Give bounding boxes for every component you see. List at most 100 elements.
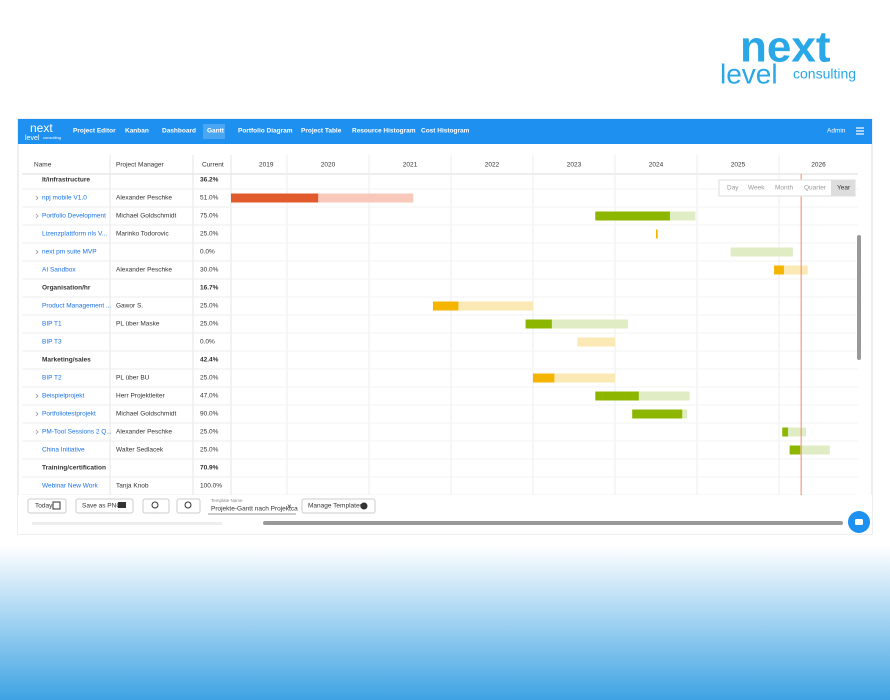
table-scrollbar[interactable] xyxy=(32,522,222,525)
view-button[interactable]: Quarter xyxy=(804,185,827,192)
manage-label: Manage Templates xyxy=(308,503,364,510)
row-name[interactable]: BIP T2 xyxy=(42,375,62,382)
row-name[interactable]: Product Management ... xyxy=(42,303,112,310)
task-progress[interactable] xyxy=(782,427,789,437)
zoom-out-button[interactable] xyxy=(176,498,201,514)
task-progress[interactable] xyxy=(595,211,670,221)
row-name[interactable]: Marketing/sales xyxy=(42,357,91,364)
row-name[interactable]: Lizenzplattform nls V... xyxy=(42,231,107,238)
chat-icon xyxy=(855,519,863,525)
row-name[interactable]: China Initiative xyxy=(42,447,85,454)
zoom-in-button[interactable] xyxy=(142,498,170,514)
year-label: 2024 xyxy=(649,162,664,169)
column-header[interactable]: Current xyxy=(202,162,224,169)
task-bar[interactable] xyxy=(533,373,615,383)
row-name[interactable]: BIP T3 xyxy=(42,339,62,346)
template-value[interactable]: Projekte-Gantt nach Projektca xyxy=(211,506,298,513)
row-name[interactable]: AI Sandbox xyxy=(42,267,76,274)
zoom-out-icon xyxy=(184,501,192,509)
zoom-in-icon xyxy=(151,501,159,509)
task-progress[interactable] xyxy=(525,319,552,329)
view-button[interactable]: Year xyxy=(837,185,851,192)
row-manager: Michael Goldschmidt xyxy=(116,411,177,418)
row-name[interactable]: BIP T1 xyxy=(42,321,62,328)
task-bar[interactable] xyxy=(525,319,629,329)
task-progress[interactable] xyxy=(595,391,639,401)
save-label: Save as PNG xyxy=(82,503,121,510)
nav-logo-next: next xyxy=(30,121,53,135)
task-bar[interactable] xyxy=(595,391,690,401)
row-manager: Gawor S. xyxy=(116,303,143,310)
nav-active xyxy=(203,124,225,139)
menu-icon[interactable] xyxy=(856,127,864,135)
expand-chevron[interactable] xyxy=(35,393,39,399)
today-label: Today xyxy=(35,503,53,510)
nav-item[interactable]: Kanban xyxy=(125,128,149,135)
row-name[interactable]: Portfolio Development xyxy=(42,213,106,220)
view-active xyxy=(831,180,855,196)
task-bar[interactable] xyxy=(730,247,793,257)
row-current: 25.0% xyxy=(200,231,219,238)
nav-item[interactable]: Project Editor xyxy=(73,128,116,135)
expand-chevron[interactable] xyxy=(35,213,39,219)
view-button[interactable]: Week xyxy=(748,185,765,192)
row-current: 0.0% xyxy=(200,339,215,346)
expand-chevron[interactable] xyxy=(35,411,39,417)
task-bar[interactable] xyxy=(577,337,615,347)
row-manager: PL über Maske xyxy=(116,321,160,328)
task-progress[interactable] xyxy=(533,373,555,383)
row-name[interactable]: It/infrastructure xyxy=(42,177,90,184)
expand-chevron[interactable] xyxy=(35,195,39,201)
view-button[interactable]: Day xyxy=(727,185,739,192)
column-header[interactable]: Name xyxy=(34,162,52,169)
row-name[interactable]: npj mobile V1.0 xyxy=(42,195,87,202)
year-label: 2021 xyxy=(403,162,418,169)
task-bar[interactable] xyxy=(432,301,533,311)
row-current: 25.0% xyxy=(200,429,219,436)
nav-item[interactable]: Portfolio Diagram xyxy=(238,128,293,135)
manage-button[interactable] xyxy=(301,498,376,514)
task-bar[interactable] xyxy=(782,427,807,437)
row-name[interactable]: Training/certification xyxy=(42,465,106,472)
expand-chevron[interactable] xyxy=(35,429,39,435)
row-current: 25.0% xyxy=(200,321,219,328)
gantt-scrollbar[interactable] xyxy=(263,521,843,525)
column-header[interactable]: Project Manager xyxy=(116,162,165,169)
nav-item[interactable]: Cost Histogram xyxy=(421,128,470,135)
row-current: 25.0% xyxy=(200,447,219,454)
nav-item[interactable]: Dashboard xyxy=(162,128,196,135)
view-button[interactable]: Month xyxy=(775,185,793,192)
nav-user[interactable]: Admin xyxy=(827,128,846,135)
vertical-scrollbar[interactable] xyxy=(857,235,861,360)
nav-item[interactable]: Project Table xyxy=(301,128,342,135)
template-clear[interactable]: × xyxy=(287,502,292,511)
gear-icon xyxy=(360,502,368,510)
nav-logo-level: level xyxy=(25,135,40,142)
task-progress[interactable] xyxy=(632,409,683,419)
row-name[interactable]: Webinar New Work xyxy=(42,483,98,490)
row-name[interactable]: Portfoliotestprojekt xyxy=(42,411,96,418)
task-bar[interactable] xyxy=(774,265,808,275)
task-progress[interactable] xyxy=(774,265,784,275)
row-name[interactable]: next pm suite MVP xyxy=(42,249,97,256)
expand-chevron[interactable] xyxy=(35,249,39,255)
row-current: 51.0% xyxy=(200,195,219,202)
row-name[interactable]: Organisation/hr xyxy=(42,285,91,292)
task-progress[interactable] xyxy=(432,301,459,311)
table: Name Project Manager Current It/infrastruct… xyxy=(22,155,858,496)
year-label: 2022 xyxy=(485,162,500,169)
task-bar[interactable] xyxy=(789,445,830,455)
task-progress[interactable] xyxy=(231,193,319,203)
template-label: Template Name xyxy=(211,498,243,503)
task-progress[interactable] xyxy=(656,229,658,239)
row-name[interactable]: PM-Tool Sessions 2 Q... xyxy=(42,429,112,436)
task-bar[interactable] xyxy=(231,193,414,203)
nav-item[interactable]: Gantt xyxy=(207,128,225,135)
row-name[interactable]: Beispielprojekt xyxy=(42,393,84,400)
task-progress[interactable] xyxy=(789,445,801,455)
nav-item[interactable]: Resource Histogram xyxy=(352,128,416,135)
row-current: 36.2% xyxy=(200,177,219,184)
nav-logo-consulting: consulting xyxy=(43,135,61,140)
camera-icon xyxy=(118,502,126,508)
